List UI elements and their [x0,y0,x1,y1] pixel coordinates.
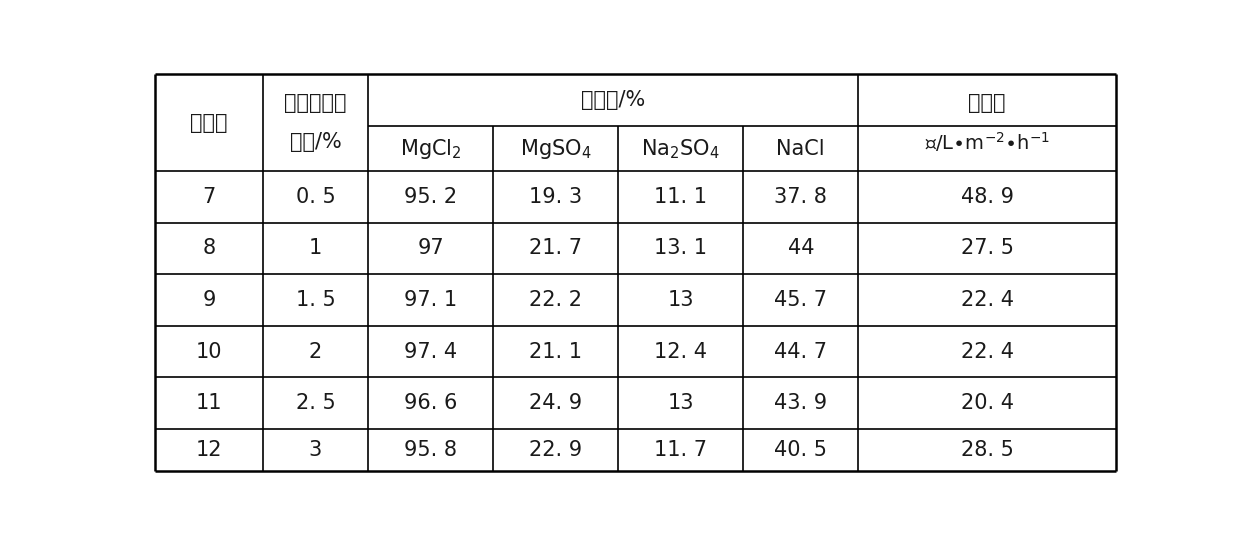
Text: Na$_2$SO$_4$: Na$_2$SO$_4$ [641,137,720,160]
Text: 21. 7: 21. 7 [529,239,583,259]
Text: 22. 9: 22. 9 [529,440,583,460]
Text: 11: 11 [196,393,222,413]
Text: 聚乙烯亚胺: 聚乙烯亚胺 [284,93,347,113]
Text: 12. 4: 12. 4 [655,342,707,362]
Text: 11. 1: 11. 1 [655,187,707,207]
Text: 1. 5: 1. 5 [295,290,335,310]
Text: 浓度/%: 浓度/% [290,132,341,152]
Text: 7: 7 [202,187,216,207]
Text: 24. 9: 24. 9 [529,393,583,413]
Text: 21. 1: 21. 1 [529,342,583,362]
Text: 22. 2: 22. 2 [529,290,583,310]
Text: 11. 7: 11. 7 [655,440,707,460]
Text: 22. 4: 22. 4 [961,290,1014,310]
Text: 0. 5: 0. 5 [295,187,335,207]
Text: 22. 4: 22. 4 [961,342,1014,362]
Text: 44: 44 [787,239,813,259]
Text: 2: 2 [309,342,322,362]
Text: 40. 5: 40. 5 [774,440,827,460]
Text: 9: 9 [202,290,216,310]
Text: 13: 13 [667,393,694,413]
Text: MgCl$_2$: MgCl$_2$ [401,137,461,161]
Text: 1: 1 [309,239,322,259]
Text: 13: 13 [667,290,694,310]
Text: 97. 1: 97. 1 [404,290,458,310]
Text: 97: 97 [418,239,444,259]
Text: NaCl: NaCl [776,139,825,159]
Text: 48. 9: 48. 9 [961,187,1014,207]
Text: 37. 8: 37. 8 [774,187,827,207]
Text: 2. 5: 2. 5 [295,393,335,413]
Text: 截留率/%: 截留率/% [582,90,646,110]
Text: 43. 9: 43. 9 [774,393,827,413]
Text: 27. 5: 27. 5 [961,239,1014,259]
Text: 96. 6: 96. 6 [404,393,458,413]
Text: 纯水通: 纯水通 [968,93,1006,113]
Text: 44. 7: 44. 7 [774,342,827,362]
Text: 95. 8: 95. 8 [404,440,458,460]
Text: 量/L$\bullet$m$^{-2}$$\bullet$h$^{-1}$: 量/L$\bullet$m$^{-2}$$\bullet$h$^{-1}$ [925,130,1050,154]
Text: 3: 3 [309,440,322,460]
Text: 10: 10 [196,342,222,362]
Text: MgSO$_4$: MgSO$_4$ [520,137,591,161]
Text: 12: 12 [196,440,222,460]
Text: 28. 5: 28. 5 [961,440,1013,460]
Text: 95. 2: 95. 2 [404,187,458,207]
Text: 19. 3: 19. 3 [529,187,583,207]
Text: 97. 4: 97. 4 [404,342,458,362]
Text: 20. 4: 20. 4 [961,393,1014,413]
Text: 实施例: 实施例 [190,112,228,132]
Text: 8: 8 [202,239,216,259]
Text: 13. 1: 13. 1 [655,239,707,259]
Text: 45. 7: 45. 7 [774,290,827,310]
